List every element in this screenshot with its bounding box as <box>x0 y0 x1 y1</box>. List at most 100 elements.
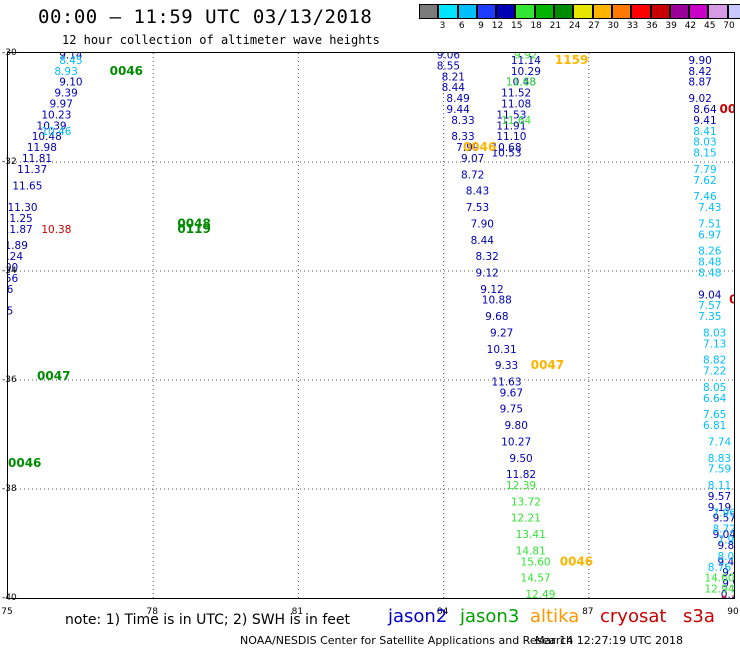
data-label-jason2: 9.39 <box>54 88 77 100</box>
data-label-altika: 7.57 <box>698 300 721 312</box>
time-label: 0046 <box>560 554 593 568</box>
color-scale-cell: 36 <box>631 4 658 33</box>
data-label-jason2: 10.88 <box>482 295 512 307</box>
data-label-altika: 8.76 <box>708 562 732 574</box>
color-scale-swatch <box>592 4 612 19</box>
time-label: 00 <box>729 293 734 307</box>
data-label-jason2: 11.25 <box>8 213 33 225</box>
data-label-jason2: 8.33 <box>451 115 474 127</box>
data-label-jason3: 12.21 <box>511 513 541 525</box>
data-label-altika: 8.72 <box>713 524 734 536</box>
data-label-jason2: 11.98 <box>27 142 57 154</box>
data-label-jason2: 8.55 <box>437 60 460 72</box>
data-label-jason2: 11.37 <box>17 164 47 176</box>
color-scale-cell: 45 <box>689 4 715 33</box>
data-label-altika: 8.48 <box>698 267 721 279</box>
legend-jason3: jason3 <box>460 606 520 627</box>
data-label-jason2: 10.39 <box>37 120 67 132</box>
data-label-jason2: 10.23 <box>41 109 71 121</box>
data-label-jason2: 9.57 <box>708 491 731 503</box>
data-label-jason2: 9.44 <box>446 104 470 116</box>
data-label-jason3: 14.57 <box>521 573 551 585</box>
data-label-jason2: 9.67 <box>500 387 523 399</box>
color-scale-label: 6 <box>458 21 465 31</box>
color-scale-label: 9 <box>478 21 484 31</box>
x-tick-label: 75 <box>1 607 12 617</box>
credit-line: NOAA/NESDIS Center for Satellite Applica… <box>240 634 574 647</box>
color-scale-cell: 70 <box>708 4 735 33</box>
data-label-altika: 7.62 <box>693 175 716 187</box>
data-label-jason2: 9.12 <box>480 284 503 296</box>
data-label-altika: 7.96 <box>717 535 734 547</box>
data-label-altika: 8.26 <box>698 246 722 258</box>
color-scale-label: 30 <box>607 21 619 31</box>
data-label-jason2: 9.90 <box>688 55 711 67</box>
data-label-jason2: 11.10 <box>496 131 526 143</box>
data-label-altika: 8.48 <box>698 257 721 269</box>
color-scale-label: 42 <box>684 21 697 31</box>
color-scale-label: 45 <box>704 21 716 31</box>
data-label-altika: 8.03 <box>693 137 716 149</box>
legend-jason2: jason2 <box>388 606 448 627</box>
color-scale-swatch <box>476 4 497 19</box>
data-label-jason2: 8.21 <box>442 71 465 83</box>
data-label-jason2: 9.10 <box>59 77 82 89</box>
data-label-altika: 8.11 <box>708 480 731 492</box>
data-label-altika: 7.43 <box>698 202 721 214</box>
data-label-jason3: 12.94 <box>704 584 734 596</box>
data-label-jason2: 9.75 <box>500 404 523 416</box>
data-label-altika: 7.13 <box>703 338 726 350</box>
data-label-jason2: 9.07 <box>461 153 484 165</box>
data-label-jason3: 11.64 <box>501 115 531 127</box>
data-label-jason2: 9.27 <box>490 327 513 339</box>
color-scale-swatch <box>419 4 439 19</box>
data-label-jason2: 8.87 <box>688 77 711 89</box>
time-label: 0038 <box>719 102 734 116</box>
data-label-altika: 8.05 <box>703 382 726 394</box>
data-label-altika: 10.46 <box>41 126 71 138</box>
data-label-jason2: 9.97 <box>50 99 73 111</box>
data-label-jason2: 9.04 <box>713 529 734 541</box>
data-label-jason2: 11.87 <box>8 224 33 236</box>
data-label-jason2: 8.64 <box>693 104 717 116</box>
legend-altika: altika <box>530 606 580 627</box>
data-label-jason2: 9.04 <box>698 289 722 301</box>
data-label-altika: 7.74 <box>708 436 732 448</box>
data-label-altika: 7.22 <box>703 366 726 378</box>
data-label-jason2: 9.57 <box>713 513 734 525</box>
color-scale-swatch <box>611 4 632 19</box>
data-label-jason3: 13.72 <box>511 496 541 508</box>
data-label-jason2: 11.14 <box>511 55 541 67</box>
data-label-jason2: 8.49 <box>446 93 469 105</box>
data-label-jason2: 11.08 <box>501 99 531 111</box>
color-scale-label: 36 <box>646 21 658 31</box>
color-scale-cell: 15 <box>496 4 522 33</box>
color-scale-cell: 9 <box>457 4 484 33</box>
color-scale-cell: 21 <box>534 4 561 33</box>
time-label: 0119 <box>177 222 210 236</box>
color-scale-swatch <box>669 4 690 19</box>
data-label-jason2: 8.44 <box>442 82 466 94</box>
data-label-jason2: 10.48 <box>506 77 536 89</box>
data-label-jason2: 10.27 <box>501 436 531 448</box>
data-label-altika: 6.64 <box>703 393 727 405</box>
timestamp: Mar 14 12:27:19 UTC 2018 <box>535 634 683 647</box>
legend-s3a: s3a <box>683 606 715 627</box>
color-scale-cell: 33 <box>611 4 638 33</box>
color-scale-label: 70 <box>723 21 735 31</box>
time-label: 0047 <box>37 369 70 383</box>
data-label-cryosat: 10.38 <box>41 224 71 236</box>
data-label-jason2: 9.12 <box>475 267 498 279</box>
data-label-jason2: 9.14 <box>59 53 83 61</box>
data-label-jason2: 11.30 <box>8 202 38 214</box>
color-scale-label: 21 <box>549 21 562 31</box>
data-label-altika: 7.79 <box>693 164 716 176</box>
data-label-jason2: 11.52 <box>501 88 531 100</box>
data-label-jason2: 9.50 <box>509 453 532 465</box>
data-label-jason3: 15.60 <box>521 556 551 568</box>
color-scale-label: 39 <box>665 21 677 31</box>
color-scale-swatch <box>631 4 651 19</box>
data-label-jason2: 8.32 <box>475 251 498 263</box>
data-label-altika: 8.41 <box>693 126 716 138</box>
